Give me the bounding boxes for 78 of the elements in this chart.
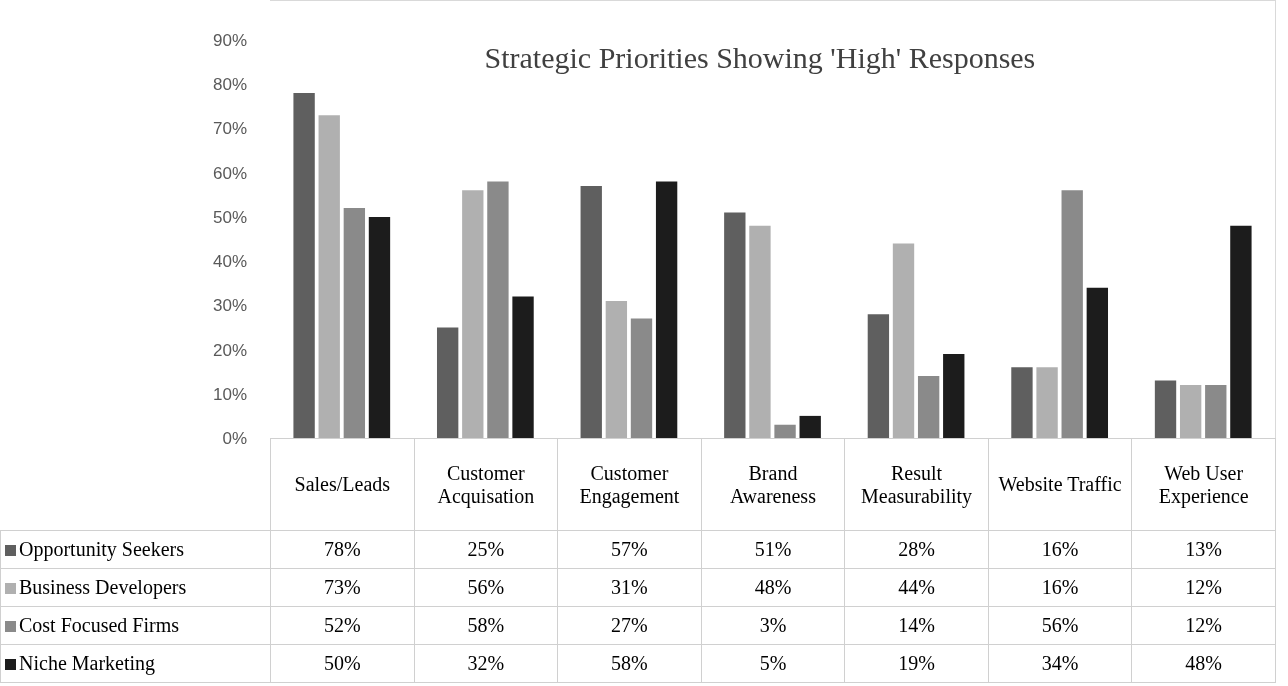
data-label: 48%: [1131, 644, 1276, 683]
bar: [724, 212, 746, 438]
bar: [774, 424, 796, 438]
y-tick-label: 60%: [212, 163, 247, 183]
x-tick-label: Customer Engagement: [557, 438, 702, 531]
y-tick-label: 70%: [212, 119, 247, 139]
y-tick-label: 20%: [212, 340, 247, 360]
bar: [436, 327, 459, 438]
data-label: 56%: [414, 568, 558, 607]
bar: [1205, 384, 1227, 438]
data-label: 57%: [557, 530, 702, 569]
bar: [1179, 384, 1202, 438]
data-label: 19%: [844, 644, 989, 683]
data-label: 50%: [270, 644, 415, 683]
bar: [1154, 380, 1177, 438]
bar: [799, 415, 821, 438]
data-label: 12%: [1131, 568, 1276, 607]
bar: [1011, 367, 1033, 438]
bar: [630, 318, 653, 438]
data-label: 51%: [701, 530, 845, 569]
data-label: 44%: [844, 568, 989, 607]
data-label: 27%: [557, 606, 702, 645]
legend-label: Opportunity Seekers: [19, 538, 184, 560]
bar: [655, 181, 678, 438]
bar: [892, 243, 915, 438]
bar: [343, 208, 366, 438]
bar: [867, 314, 890, 438]
legend-label: Cost Focused Firms: [19, 614, 180, 636]
data-label: 73%: [270, 568, 415, 607]
x-tick-label: Sales/Leads: [270, 438, 415, 531]
bar: [943, 353, 965, 438]
x-tick-label: Web User Experience: [1131, 438, 1276, 531]
bar: [1230, 225, 1252, 438]
data-label: 58%: [414, 606, 558, 645]
x-tick-label: Brand Awareness: [701, 438, 845, 531]
chart-title: Strategic Priorities Showing 'High' Responses: [484, 41, 1036, 74]
y-tick-label: 0%: [222, 428, 247, 448]
bar: [580, 185, 602, 438]
data-label: 3%: [701, 606, 845, 645]
data-label: 12%: [1131, 606, 1276, 645]
data-label: 58%: [557, 644, 702, 683]
data-label: 25%: [414, 530, 558, 569]
data-label: 56%: [988, 606, 1132, 645]
x-tick-label: Website Traffic: [988, 438, 1132, 531]
legend-label: Business Developers: [19, 576, 187, 598]
bar: [462, 190, 484, 438]
y-tick-label: 10%: [212, 384, 247, 404]
bar: [293, 93, 315, 438]
bar: [318, 115, 340, 438]
legend-label: Niche Marketing: [19, 652, 156, 674]
y-tick-label: 30%: [212, 296, 247, 316]
data-label: 5%: [701, 644, 845, 683]
data-label: 13%: [1131, 530, 1276, 569]
y-tick-label: 40%: [212, 252, 247, 272]
bar: [512, 296, 534, 438]
x-tick-label: Result Measurability: [844, 438, 989, 531]
data-label: 32%: [414, 644, 558, 683]
data-label: 31%: [557, 568, 702, 607]
x-tick-label: Customer Acquisation: [414, 438, 558, 531]
data-label: 52%: [270, 606, 415, 645]
y-tick-label: 50%: [212, 207, 247, 227]
y-tick-label: 90%: [212, 30, 247, 50]
bar: [1036, 367, 1058, 438]
bar: [605, 300, 628, 438]
bar: [749, 225, 771, 438]
data-label: 14%: [844, 606, 989, 645]
bar: [1086, 287, 1109, 438]
data-label: 16%: [988, 530, 1132, 569]
bar: [1061, 190, 1083, 438]
y-tick-label: 80%: [212, 75, 247, 95]
bar: [487, 181, 509, 438]
data-label: 16%: [988, 568, 1132, 607]
bar: [917, 376, 940, 438]
bar: [368, 216, 391, 438]
data-label: 78%: [270, 530, 415, 569]
data-label: 28%: [844, 530, 989, 569]
data-label: 48%: [701, 568, 845, 607]
data-label: 34%: [988, 644, 1132, 683]
